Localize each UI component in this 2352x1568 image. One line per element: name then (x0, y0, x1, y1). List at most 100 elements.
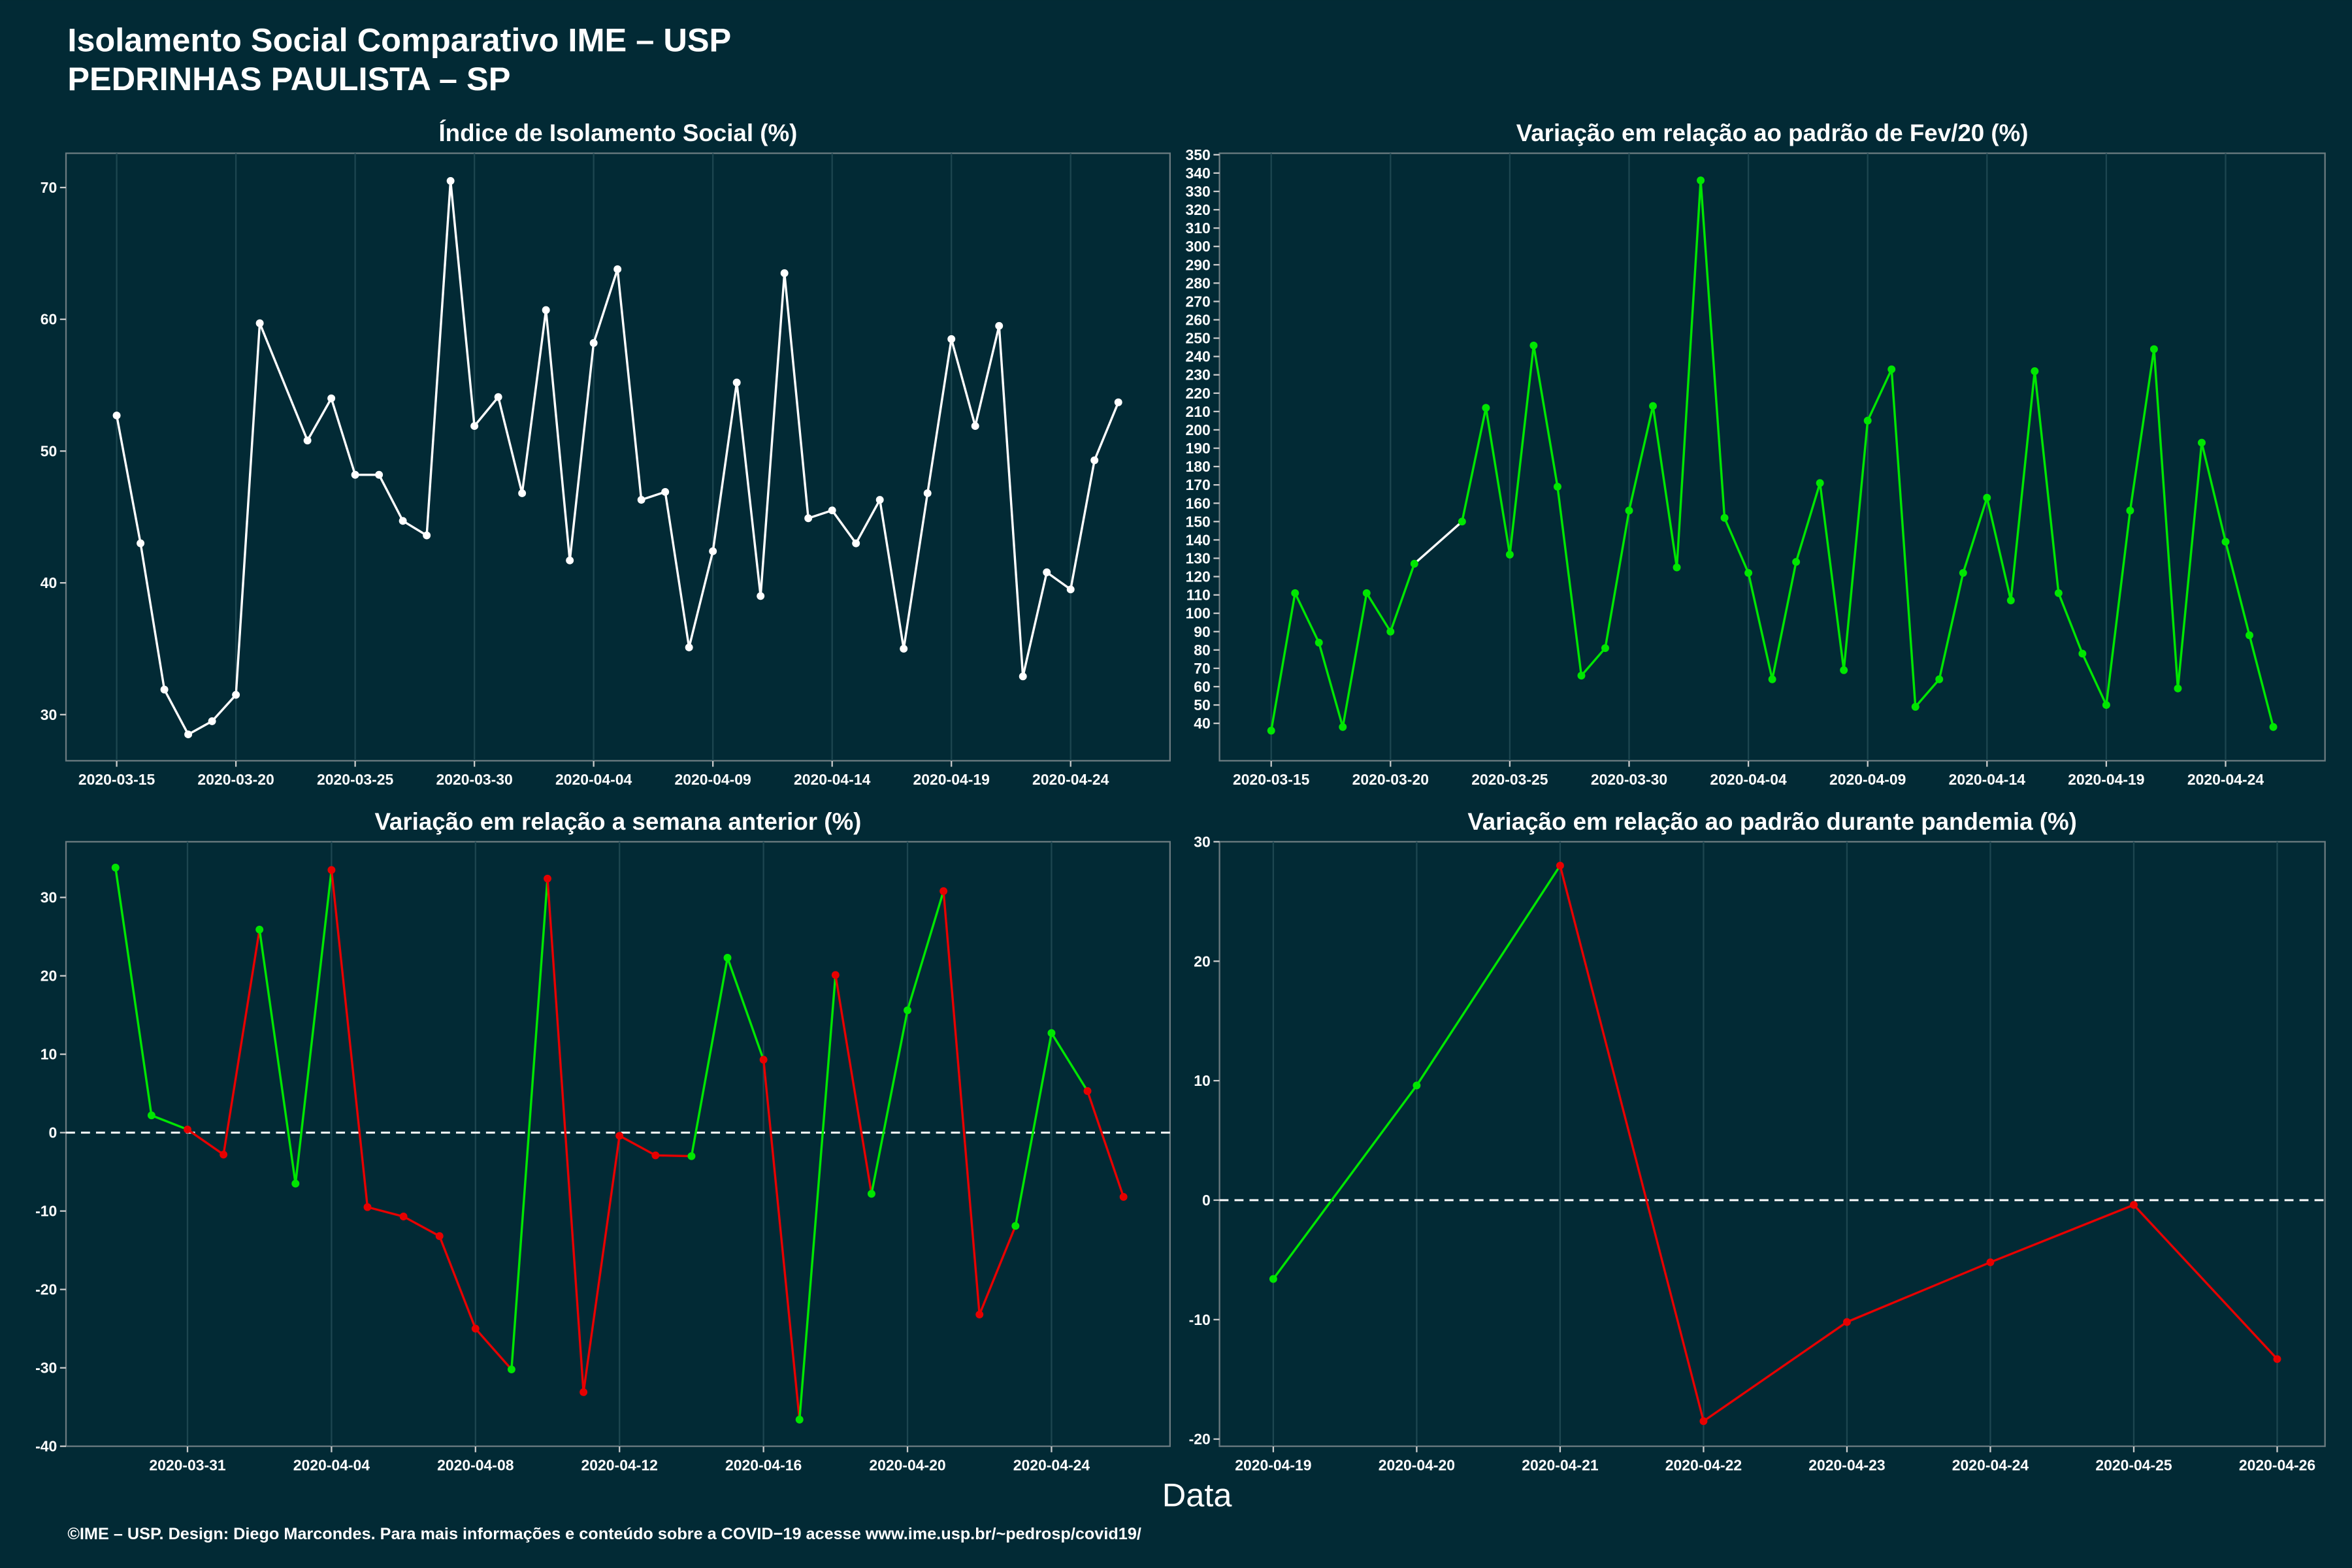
x-tick-label: 2020-04-12 (581, 1456, 658, 1473)
line-segment (1747, 572, 1774, 680)
x-tick-label: 2020-03-30 (436, 771, 512, 788)
point (580, 1388, 588, 1396)
line-segment (726, 957, 765, 1060)
y-tick-label: 150 (1186, 513, 1211, 530)
line-segment (1415, 865, 1561, 1086)
line-segment (1341, 593, 1368, 728)
point (566, 556, 574, 564)
line-segment (2200, 442, 2227, 542)
x-tick-label: 2020-03-15 (78, 771, 155, 788)
line-segment (2081, 653, 2108, 706)
line-segment (151, 1114, 188, 1131)
point (1413, 1081, 1421, 1090)
line-segment (367, 1205, 404, 1218)
line-segment (735, 382, 762, 596)
y-tick-label: -10 (35, 1203, 57, 1220)
point (137, 539, 145, 547)
y-tick-label: 30 (41, 889, 57, 906)
point (544, 874, 551, 883)
y-tick-label: 230 (1186, 367, 1211, 384)
point (975, 1311, 984, 1319)
point (399, 517, 407, 525)
x-tick-label: 2020-03-25 (1471, 771, 1548, 788)
line-segment (497, 397, 523, 494)
y-tick-label: 200 (1186, 421, 1211, 438)
point (923, 489, 932, 497)
y-tick-label: 60 (1194, 678, 1211, 695)
line-segment (211, 694, 237, 723)
line-segment (222, 929, 261, 1155)
point (1577, 672, 1586, 680)
line-segment (115, 415, 142, 544)
point (867, 1190, 875, 1198)
point (589, 339, 598, 347)
point (220, 1151, 228, 1159)
line-segment (306, 397, 333, 442)
line-segment (2105, 510, 2132, 706)
line-segment (294, 870, 333, 1184)
line-segment (330, 398, 357, 476)
line-segment (1795, 482, 1821, 563)
line-segment (544, 310, 571, 561)
x-tick-label: 2020-04-14 (794, 771, 871, 788)
point (1410, 559, 1418, 568)
line-segment (798, 975, 837, 1420)
line-segment (568, 342, 595, 561)
line-segment (1559, 865, 1705, 1422)
point (2102, 701, 2110, 710)
line-segment (1867, 368, 1893, 421)
line-segment (1461, 407, 1488, 522)
point (904, 1006, 912, 1015)
plot-area (1218, 841, 2326, 1447)
point (2246, 631, 2253, 640)
line-segment (1675, 180, 1702, 568)
line-segment (187, 1128, 225, 1156)
x-tick-label: 2020-04-09 (674, 771, 751, 788)
point (939, 887, 948, 895)
panel-title: Variação em relação a semana anterior (%… (374, 808, 861, 835)
line-segment (1365, 592, 1392, 632)
x-tick-label: 2020-03-25 (317, 771, 394, 788)
line-segment (2224, 541, 2251, 636)
y-tick-label: 270 (1186, 293, 1211, 310)
line-segment (1270, 593, 1296, 731)
y-tick-label: 50 (41, 442, 57, 459)
point (852, 539, 860, 547)
title: Isolamento Social Comparativo IME – USP (67, 21, 731, 58)
line-segment (808, 509, 833, 519)
line-segment (593, 269, 619, 344)
line-segment (546, 878, 585, 1392)
x-tick-label: 2020-03-30 (1591, 771, 1667, 788)
x-tick-label: 2020-04-23 (1808, 1456, 1885, 1473)
y-tick-label: 240 (1186, 348, 1211, 365)
point (1066, 585, 1075, 594)
point (518, 489, 527, 497)
line-segment (425, 180, 452, 536)
point (147, 1111, 155, 1120)
line-segment (2176, 442, 2203, 689)
footer: ©IME – USP. Design: Diego Marcondes. Par… (67, 1525, 1141, 1543)
line-segment (1022, 572, 1048, 677)
point (470, 422, 479, 431)
point (423, 531, 431, 540)
line-segment (1318, 642, 1344, 728)
line-segment (1509, 345, 1535, 555)
y-tick-label: -10 (1189, 1311, 1211, 1328)
point (1697, 176, 1705, 185)
line-segment (1070, 460, 1096, 590)
line-segment (834, 975, 873, 1194)
point (995, 321, 1004, 330)
line-segment (2033, 370, 2060, 593)
point (1935, 675, 1944, 683)
point (1863, 416, 1872, 425)
line-segment (188, 720, 213, 736)
point (255, 319, 264, 327)
line-segment (1771, 561, 1797, 680)
point (184, 730, 193, 739)
line-segment (687, 551, 714, 648)
y-tick-label: 160 (1186, 495, 1211, 512)
point (494, 393, 502, 401)
point (1744, 568, 1753, 577)
point (971, 422, 979, 431)
x-tick-label: 2020-04-19 (1235, 1456, 1311, 1473)
